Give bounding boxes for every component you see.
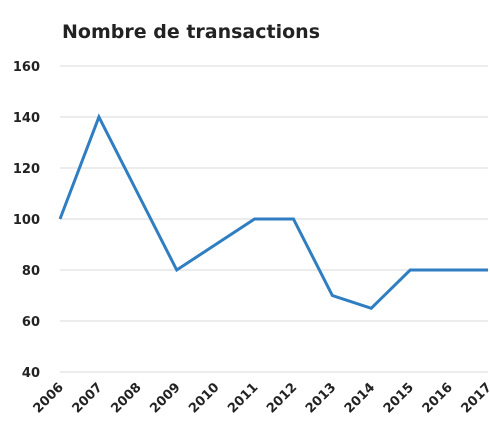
x-tick-label: 2014	[342, 380, 378, 416]
x-tick-label: 2015	[381, 380, 417, 416]
x-tick-label: 2011	[225, 380, 261, 416]
x-tick-label: 2008	[108, 380, 144, 416]
y-tick-label: 160	[13, 60, 40, 75]
y-tick-label: 40	[22, 366, 40, 381]
y-tick-label: 100	[13, 213, 40, 228]
y-tick-label: 120	[13, 162, 40, 177]
x-tick-label: 2013	[303, 380, 339, 416]
x-tick-label: 2016	[420, 380, 456, 416]
data-line	[58, 113, 488, 310]
x-tick-label: 2010	[186, 380, 222, 416]
x-tick-label: 2012	[264, 380, 300, 416]
y-tick-label: 60	[22, 315, 40, 330]
y-tick-label: 80	[22, 264, 40, 279]
x-tick-label: 2007	[70, 380, 106, 416]
y-tick-label: 140	[13, 111, 40, 126]
chart-title: Nombre de transactions	[62, 21, 320, 43]
x-tick-label: 2009	[147, 380, 183, 416]
x-tick-label: 2017	[459, 380, 490, 416]
x-tick-label: 2006	[31, 380, 67, 416]
